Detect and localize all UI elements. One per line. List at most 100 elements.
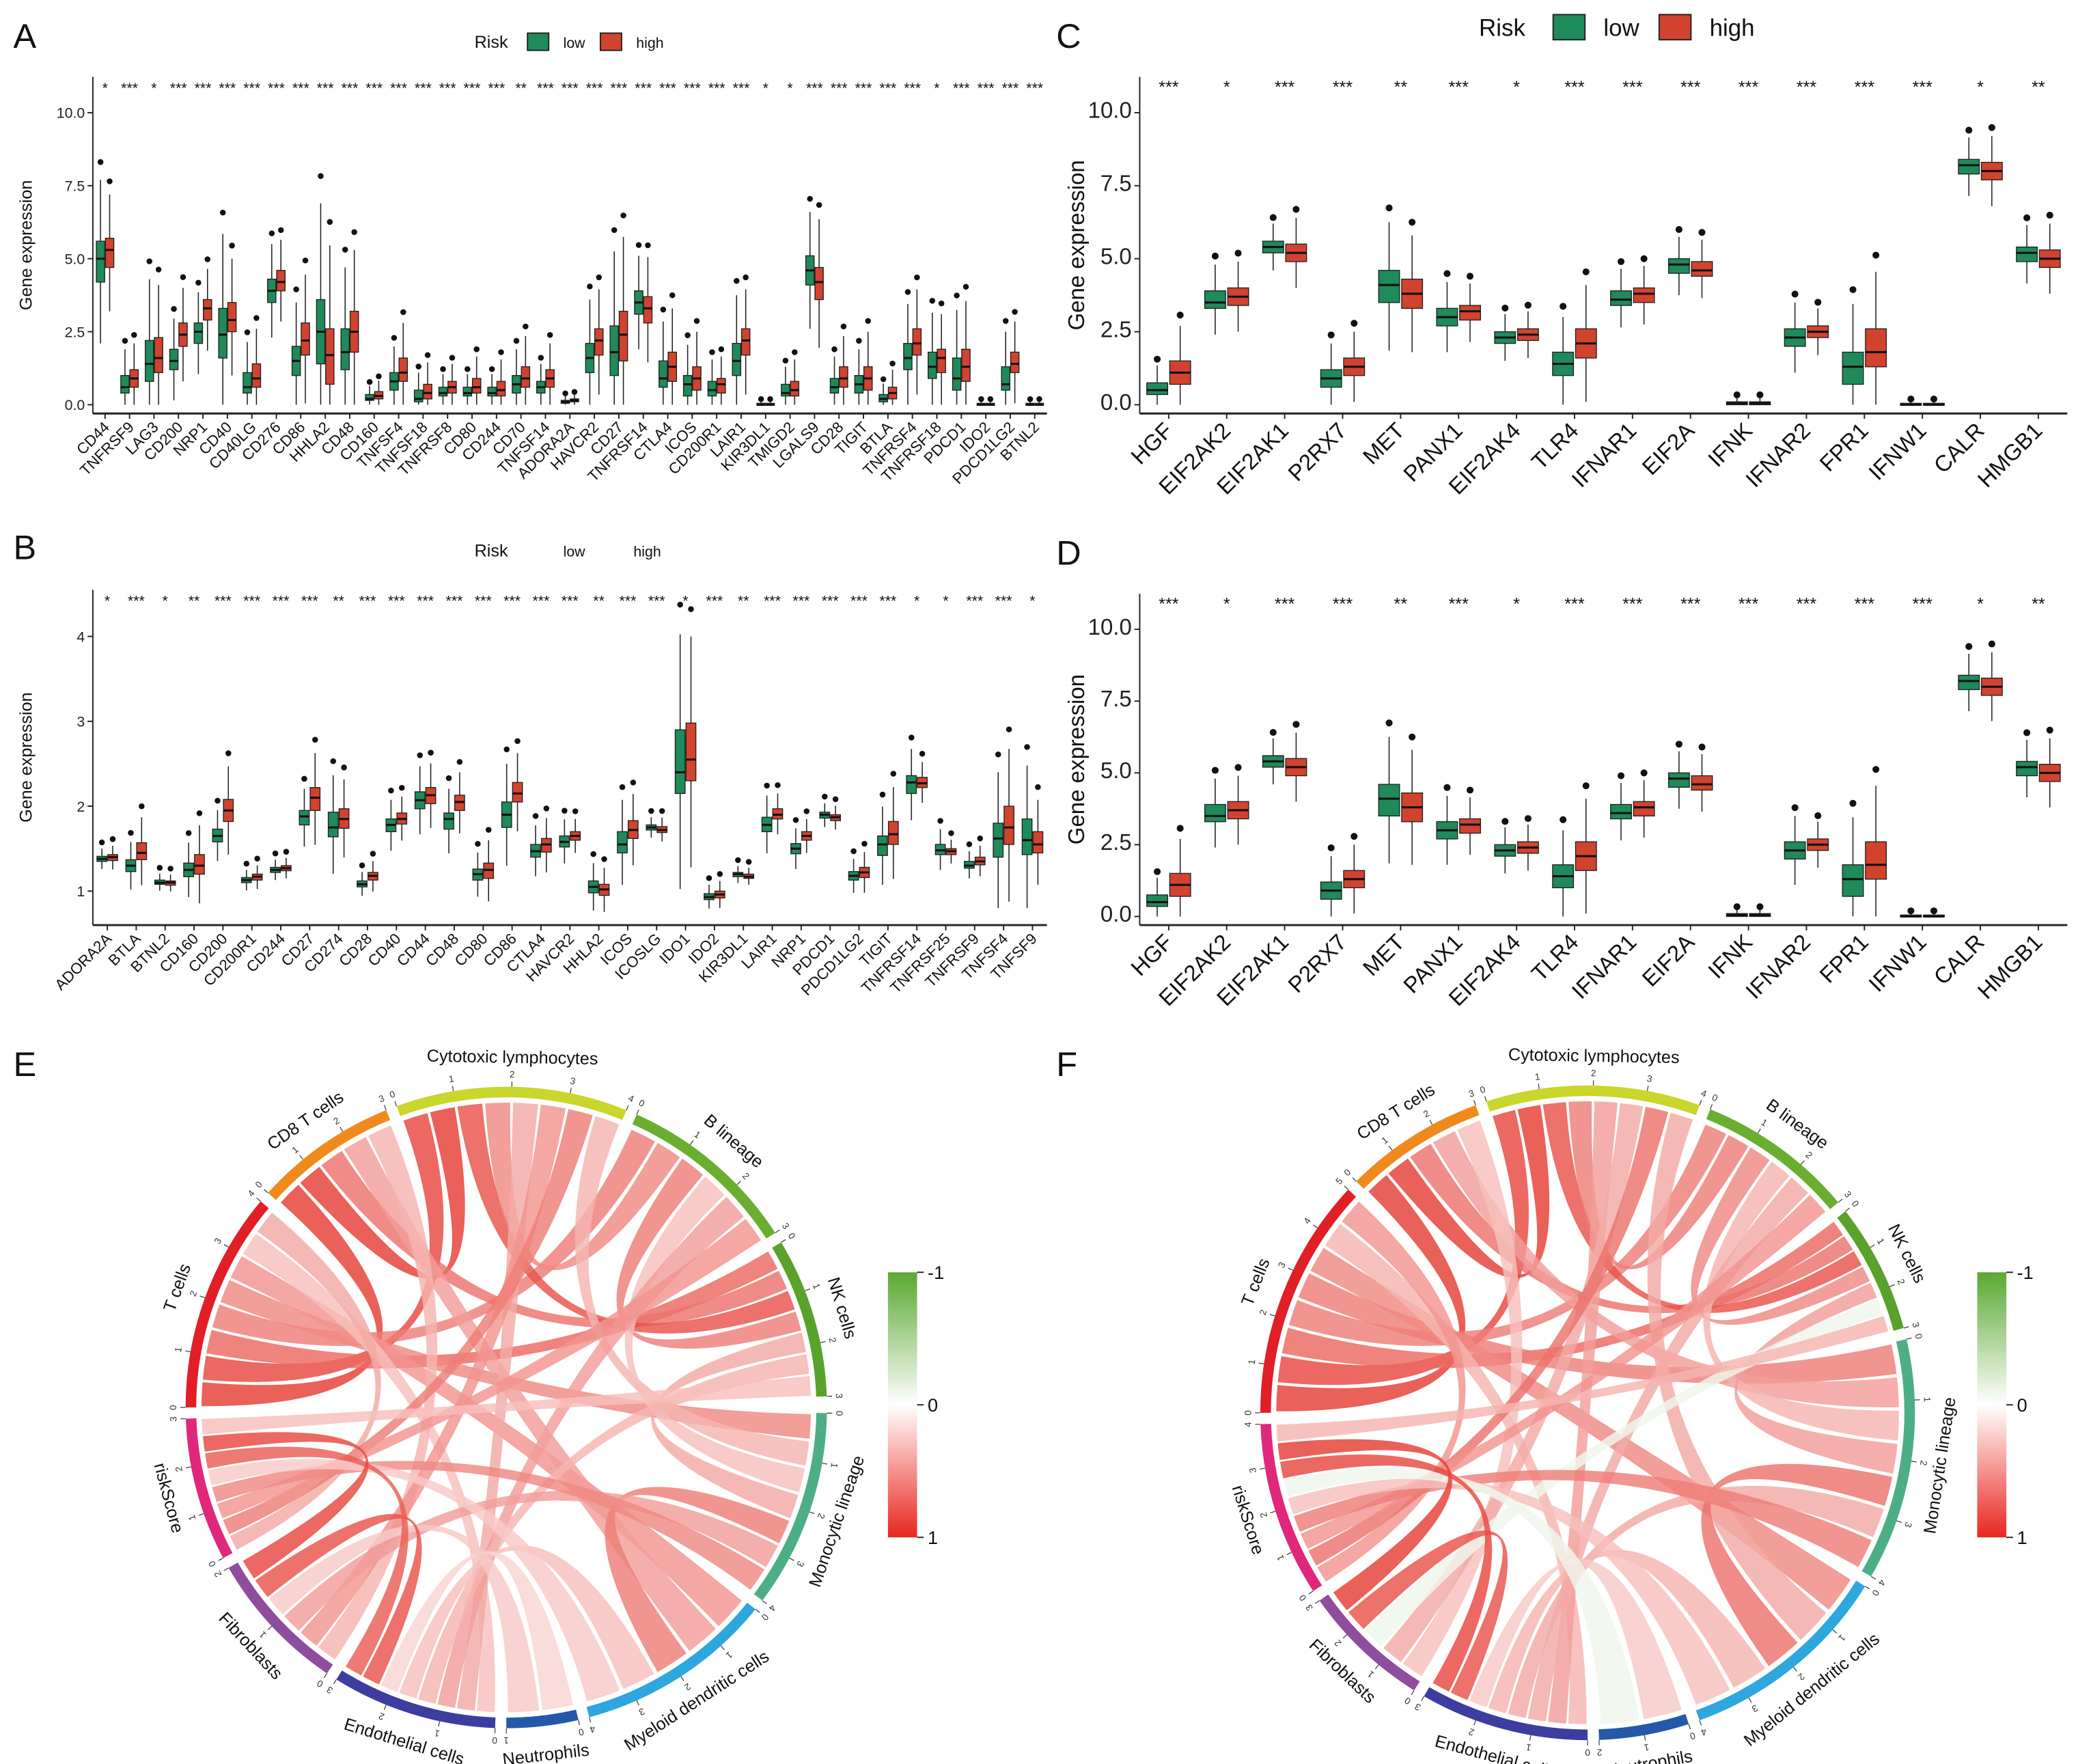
- gene-group: ** MET: [1358, 78, 1424, 469]
- outlier-high: [948, 830, 954, 836]
- box-high: [717, 378, 726, 394]
- significance-label: ***: [1275, 594, 1295, 614]
- outlier-low: [1617, 258, 1625, 265]
- box-low: [1667, 772, 1690, 788]
- outlier-high: [865, 318, 872, 324]
- sector-tick: [1529, 1735, 1532, 1741]
- outlier-low: [156, 864, 163, 871]
- outlier-low: [98, 839, 105, 846]
- sector-tick: [1314, 1600, 1320, 1604]
- sector-tick: [1473, 1720, 1476, 1726]
- sector-tick: [1896, 1520, 1902, 1524]
- sector-tick: [822, 1463, 828, 1465]
- significance-label: ***: [1738, 594, 1759, 614]
- sector-tick-label: 2: [510, 1069, 515, 1079]
- colorbar: -1 0 1: [1977, 1262, 2034, 1548]
- sector-tick: [1286, 1552, 1292, 1556]
- gene-group: ***FPR1: [1814, 594, 1887, 988]
- significance-label: ***: [659, 80, 676, 96]
- gene-group: ***TNFRSF9: [922, 593, 986, 991]
- legend-low-label: low: [1603, 14, 1639, 41]
- gene-group: **CD160: [156, 593, 205, 976]
- sector-tick-label: 2: [174, 1465, 184, 1472]
- gene-group: **CD70: [489, 80, 531, 458]
- sector-tick: [1308, 1590, 1314, 1595]
- colorbar-bar: [1977, 1272, 2007, 1538]
- outlier-high: [1292, 721, 1300, 728]
- significance-label: *: [763, 80, 768, 96]
- sector-tick: [1646, 1086, 1649, 1091]
- y-tick-label: 3: [77, 714, 85, 730]
- significance-label: ***: [1159, 594, 1179, 614]
- sector-tick: [264, 1189, 268, 1194]
- sector-arc: [632, 1114, 775, 1239]
- outlier-low: [342, 247, 348, 253]
- colorbar-label: 1: [928, 1527, 938, 1548]
- box-low: [682, 374, 693, 397]
- box-high: [521, 366, 531, 388]
- y-tick-label: 2.5: [1100, 829, 1132, 855]
- box-high: [194, 854, 205, 875]
- significance-label: *: [787, 80, 792, 96]
- chord-link: [1277, 1110, 1529, 1386]
- outlier-low: [1269, 214, 1277, 221]
- gene-group: ***CD200: [185, 593, 234, 976]
- sector-tick-label: 1: [1380, 1135, 1390, 1146]
- chord-link: [485, 1102, 680, 1271]
- sector-tick-label: 0: [1850, 1198, 1861, 1209]
- outlier-high: [1006, 726, 1012, 732]
- outlier-low: [880, 376, 887, 383]
- outlier-high: [341, 764, 347, 771]
- outlier-low: [318, 173, 324, 179]
- box-low: [1610, 290, 1632, 306]
- sector-tick: [1903, 1326, 1909, 1329]
- chord-link: [212, 1129, 656, 1346]
- gene-group: *** HGF: [1126, 594, 1191, 980]
- outlier-low: [758, 396, 764, 402]
- sector-tick: [1748, 1697, 1752, 1703]
- y-axis-label: Gene expression: [1064, 160, 1089, 330]
- gene-group: *** EIF2A: [1637, 78, 1713, 480]
- box-low: [1842, 864, 1864, 897]
- outlier-high: [987, 396, 994, 402]
- significance-label: ***: [610, 80, 627, 96]
- outlier-low: [856, 337, 862, 344]
- chord-link: [1568, 1101, 1749, 1269]
- sector-arc: [1837, 1211, 1904, 1331]
- outlier-high: [767, 396, 773, 402]
- chord-link: [301, 1104, 566, 1646]
- gene-group: ***TLR4: [1526, 78, 1597, 474]
- outlier-high: [601, 856, 607, 862]
- sector-tick: [1344, 1185, 1349, 1190]
- sector-tick-label: 2: [816, 1512, 827, 1520]
- significance-label: *: [1513, 594, 1520, 614]
- outlier-high: [473, 346, 480, 353]
- outlier-low: [1675, 741, 1682, 748]
- outlier-low: [1791, 804, 1799, 812]
- outlier-low: [301, 775, 307, 782]
- sector-arc: [1260, 1424, 1322, 1591]
- sector-tick: [1710, 1104, 1713, 1110]
- sector-tick-label: 1: [1246, 1359, 1257, 1366]
- box-low: [877, 835, 888, 856]
- outlier-low: [503, 746, 510, 753]
- box-high: [1032, 831, 1044, 854]
- significance-label: ***: [243, 593, 260, 609]
- gene-group: ***NRP1: [768, 593, 812, 971]
- x-tick-label: P2RX7: [1283, 417, 1351, 486]
- panel-label-d: D: [1056, 533, 1081, 572]
- significance-label: ***: [562, 593, 579, 609]
- outlier-high: [938, 300, 945, 307]
- significance-label: ***: [822, 593, 839, 609]
- outlier-low: [1443, 784, 1451, 791]
- significance-label: ***: [978, 80, 995, 96]
- sector-tick-label: 2: [331, 1115, 341, 1127]
- outlier-low: [2023, 214, 2031, 221]
- outlier-high: [370, 851, 376, 857]
- sector-arc: [1695, 1580, 1866, 1721]
- significance-label: ***: [365, 80, 383, 96]
- sector-arc: [1486, 1085, 1700, 1116]
- sector-tick: [762, 1600, 767, 1604]
- gene-group: ***TNFRSF4: [859, 80, 922, 479]
- outlier-high: [449, 355, 456, 361]
